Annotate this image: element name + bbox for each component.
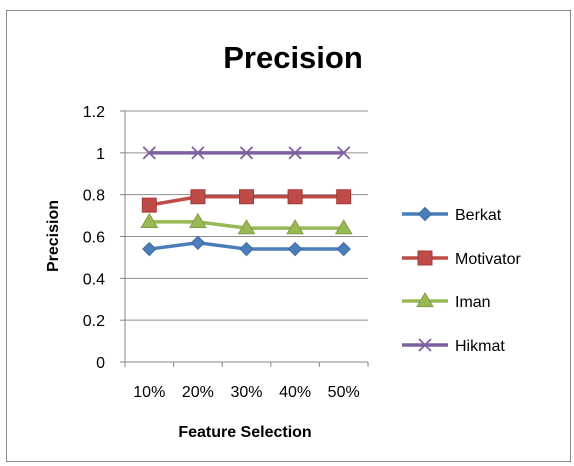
data-point (239, 146, 254, 160)
y-tick-labels: 0 0.2 0.4 0.6 0.8 1 1.2 (83, 104, 105, 372)
legend-label: Motivator (455, 251, 521, 268)
x-axis-title: Feature Selection (178, 424, 311, 441)
y-tick-label: 1.2 (83, 104, 105, 121)
y-tick-label: 1 (96, 146, 105, 163)
x-tick-label: 40% (279, 384, 311, 401)
data-point (191, 146, 205, 160)
legend-label: Hikmat (455, 338, 505, 355)
data-point (237, 219, 256, 235)
data-point (334, 219, 353, 235)
y-tick-label: 0.8 (83, 188, 105, 205)
data-point (337, 146, 351, 160)
data-point (239, 189, 254, 205)
data-point (190, 189, 206, 205)
data-point (189, 212, 207, 228)
data-point (142, 241, 157, 257)
series-group (140, 146, 353, 257)
chart-title: Precision (223, 40, 363, 75)
data-point (418, 338, 432, 352)
series-motivator (141, 189, 352, 213)
y-axis-title: Precision (45, 200, 62, 272)
x-tick-label: 20% (182, 384, 214, 401)
x-tick-labels: 10% 20% 30% 40% 50% (133, 384, 359, 401)
series-iman (140, 212, 353, 235)
legend: Berkat Motivator Iman Hikmat (402, 206, 521, 355)
data-point (336, 189, 352, 205)
data-point (336, 241, 351, 257)
y-tick-label: 0.4 (83, 271, 105, 288)
legend-label: Berkat (455, 207, 502, 224)
data-point (141, 197, 157, 213)
series-hikmat (142, 146, 351, 160)
data-point (417, 206, 433, 222)
data-point (416, 292, 434, 308)
legend-item: Berkat (402, 206, 502, 224)
legend-label: Iman (455, 294, 491, 311)
x-tick-label: 10% (133, 384, 165, 401)
y-tick-label: 0.6 (83, 230, 105, 247)
legend-item: Iman (402, 292, 491, 311)
data-point (140, 212, 159, 228)
x-tick-label: 30% (230, 384, 262, 401)
legend-item: Motivator (402, 250, 521, 268)
data-point (287, 241, 303, 257)
legend-item: Hikmat (402, 338, 505, 355)
data-point (417, 250, 433, 266)
data-point (239, 241, 254, 257)
x-tick-label: 50% (328, 384, 360, 401)
series-berkat (142, 235, 351, 257)
data-point (288, 146, 302, 160)
y-tick-label: 0 (96, 355, 105, 372)
y-tick-label: 0.2 (83, 313, 105, 330)
data-point (142, 146, 156, 160)
data-point (287, 189, 303, 205)
data-point (286, 219, 304, 235)
data-point (190, 235, 206, 250)
